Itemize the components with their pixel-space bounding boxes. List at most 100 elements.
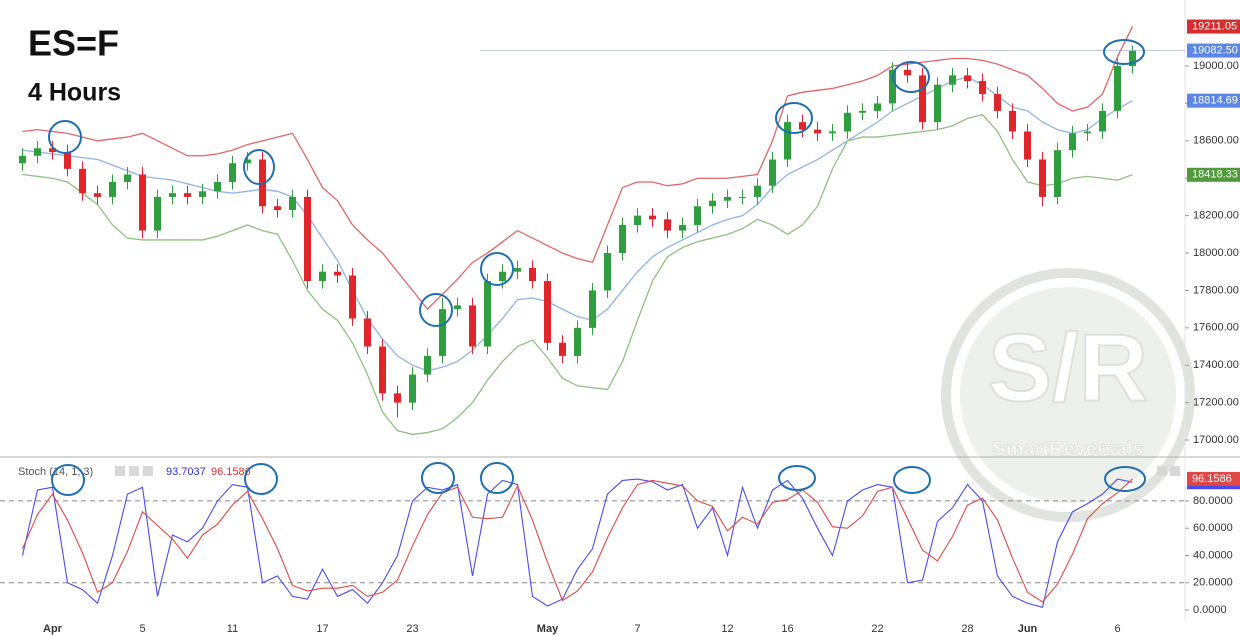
candle-body [1024,131,1031,160]
candle-body [109,181,116,197]
y-tick-label: 18200.00 [1193,210,1239,222]
candle-body [469,305,476,347]
candle-body [34,148,41,156]
highlight [778,465,816,491]
candle-body [289,196,296,211]
candle-body [409,374,416,403]
candle-body [769,159,776,186]
candle-body [79,168,86,194]
candle-body [739,196,746,198]
icon[interactable] [1157,466,1167,476]
candle-body [964,75,971,81]
y-tick-label: 18000.00 [1193,247,1239,259]
candle-body [754,185,761,197]
candle-body [949,75,956,85]
candle-body [904,69,911,76]
icon[interactable] [115,466,125,476]
interval: 4 Hours [28,79,121,107]
candle-body [1069,133,1076,151]
candle-body [709,200,716,207]
x-tick-label: 7 [634,623,640,635]
watermark: S/R SmartReversals [941,268,1195,522]
candle-body [199,191,206,197]
candle-body [679,224,686,231]
price-marker-label: 19082.50 [1192,44,1238,56]
y-tick-label: 17400.00 [1193,359,1239,371]
candle-body [214,181,221,192]
stoch-d-value: 96.1586 [211,466,251,478]
candle-body [1099,110,1106,132]
candle-body [349,275,356,319]
y-tick-label: 17800.00 [1193,284,1239,296]
candle-body [1114,66,1121,111]
x-tick-label: May [537,623,559,635]
y-tick-label: 19000.00 [1193,60,1239,72]
candle-body [244,159,251,164]
x-tick-label: 5 [139,623,145,635]
candle-body [649,215,656,220]
candle-body [919,75,926,123]
candle-body [64,152,71,169]
y-tick-label: 40.0000 [1193,549,1233,561]
x-tick-label: 23 [406,623,418,635]
candle-body [604,253,611,291]
x-tick-label: Jun [1018,623,1038,635]
x-tick-label: 22 [871,623,883,635]
watermark-logo: S/R [988,314,1148,421]
candle-body [1084,131,1091,134]
candle-body [304,196,311,282]
highlight [421,462,455,494]
ticker: ES=F [28,23,119,64]
highlight [1104,466,1146,492]
candle-body [799,122,806,130]
highlight [48,120,82,154]
highlight-circles [48,39,1146,496]
candle-body [454,305,461,310]
highlight [419,293,453,327]
candle-body [559,342,566,356]
candle-body [979,80,986,95]
price-marker-label: 18418.33 [1192,169,1238,181]
candle-body [844,112,851,132]
y-tick-label: 80.0000 [1193,495,1233,507]
x-tick-label: 28 [961,623,973,635]
candle-body [184,193,191,197]
icon[interactable] [143,466,153,476]
candle-body [724,196,731,201]
candle-body [154,196,161,231]
x-tick-label: 6 [1114,623,1120,635]
y-tick-label: 0.0000 [1193,604,1227,616]
candle-body [1009,110,1016,132]
icon[interactable] [1170,466,1180,476]
price-marker [1187,43,1240,58]
highlight [244,463,278,495]
icon[interactable] [129,466,139,476]
candle-body [514,267,521,272]
candle-body [889,69,896,104]
candle-body [94,193,101,197]
candle-body [544,281,551,343]
price-marker [1187,19,1240,34]
y-tick-label: 17000.00 [1193,434,1239,446]
x-tick-label: 17 [316,623,328,635]
x-tick-label: 16 [781,623,793,635]
band-line [22,113,1133,436]
price-marker-label: 18814.69 [1192,95,1238,107]
candle-body [874,103,881,111]
candle-body [379,346,386,394]
highlight [480,252,514,286]
price-marker [1187,93,1240,108]
candle-body [319,271,326,282]
candle-body [19,155,26,164]
price-marker [1187,167,1240,182]
band-line [22,26,1134,311]
candle-body [574,327,581,356]
watermark-brand: SmartReversals [992,438,1143,460]
stoch-line [21,478,1133,608]
candle-body [994,94,1001,111]
x-tick-label: 12 [721,623,733,635]
candle-body [529,267,536,282]
candle-body [424,355,431,375]
candle-body [169,193,176,197]
